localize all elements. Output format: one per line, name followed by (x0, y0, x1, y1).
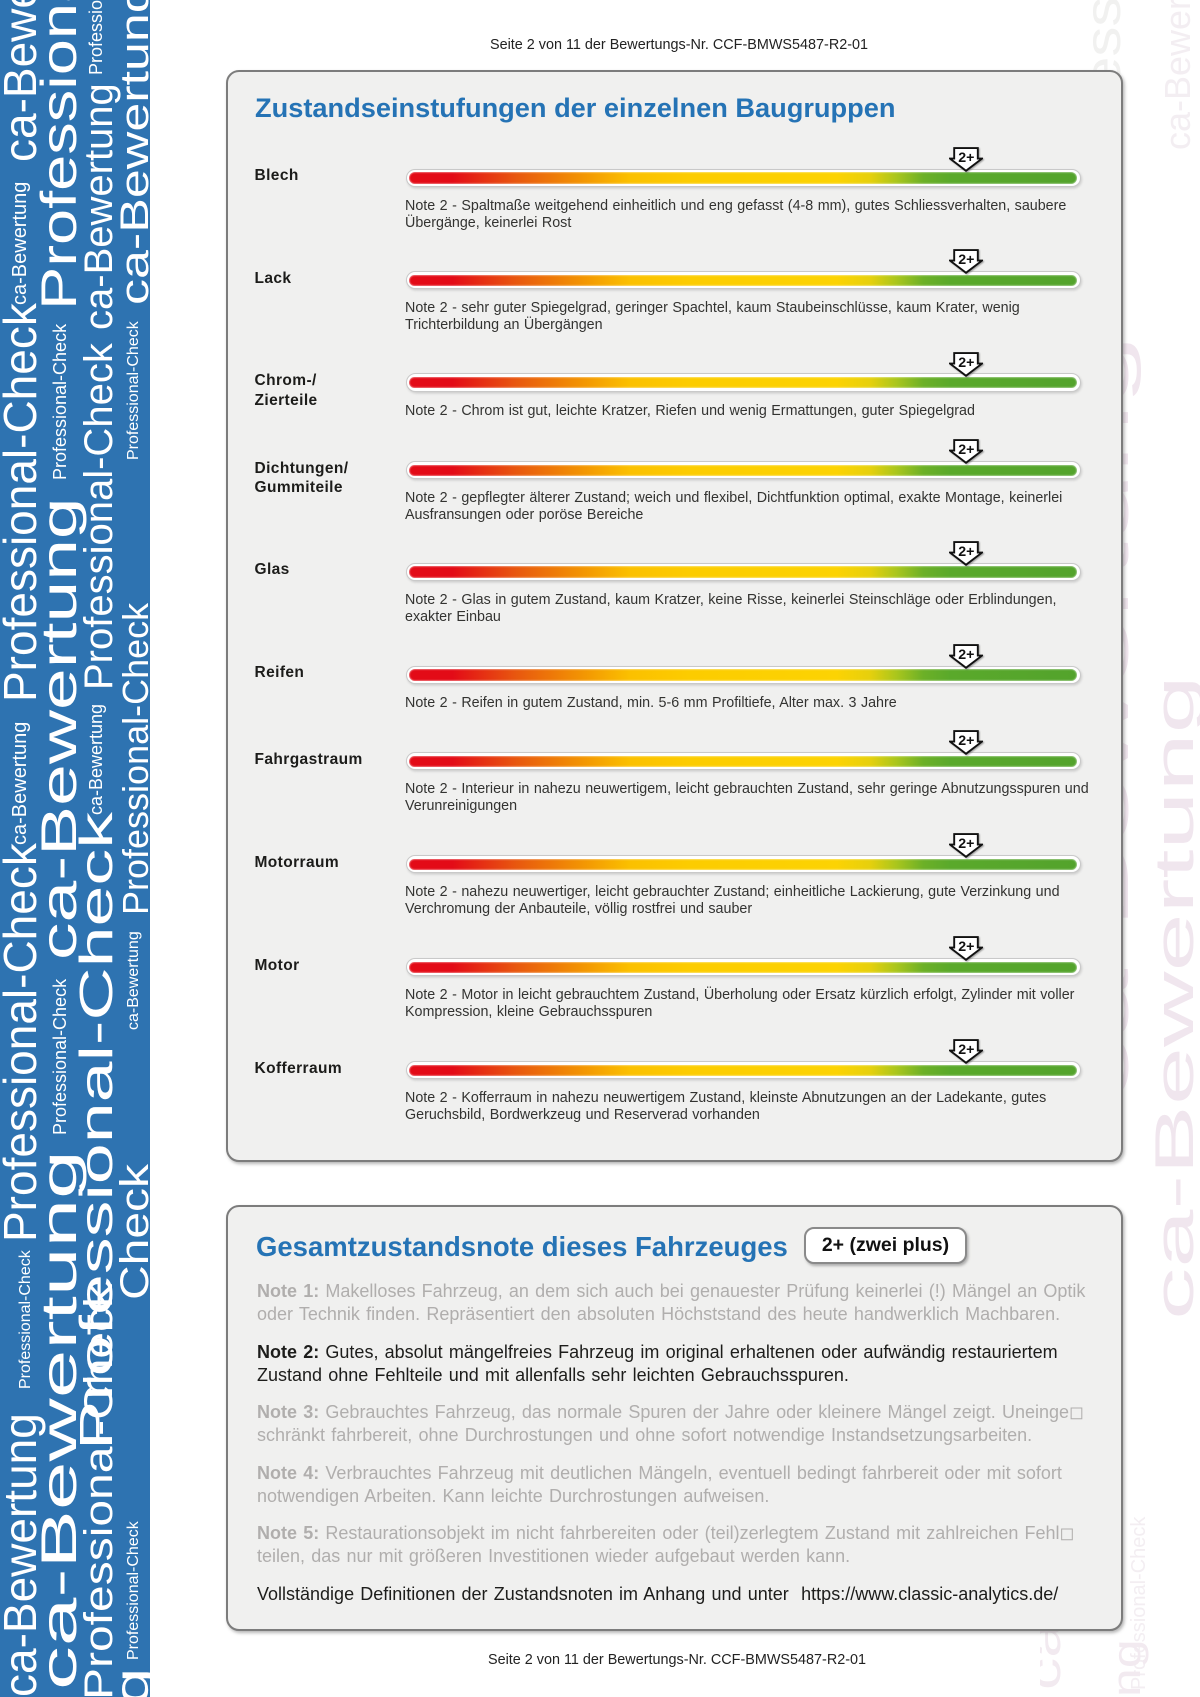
svg-text:2+: 2+ (958, 544, 974, 560)
svg-text:ca-Bewertung: ca-Bewertung (0, 0, 46, 162)
svg-text:Professional-Check: Professional-Check (0, 302, 46, 702)
svg-text:Professional-Check: Professional-Check (125, 320, 142, 460)
svg-text:2+: 2+ (958, 939, 974, 955)
svg-text:Professional-Check: Professional-Check (1128, 1516, 1150, 1690)
svg-text:ca-Bewertung: ca-Bewertung (31, 1150, 87, 1690)
svg-text:ca-Bewertung: ca-Bewertung (1104, 1639, 1149, 1697)
svg-text:ca-Bewertung: ca-Bewertung (1143, 675, 1200, 1320)
svg-text:2+: 2+ (958, 733, 974, 749)
svg-text:Check: Check (113, 1163, 150, 1300)
svg-text:Professional-Check: Professional-Check (50, 978, 70, 1135)
svg-text:Professional-Check: Professional-Check (86, 0, 106, 75)
svg-text:ca-Bewertung: ca-Bewertung (86, 704, 106, 815)
svg-text:Professional-Check: Professional-Check (0, 842, 46, 1242)
svg-text:2+: 2+ (958, 252, 974, 268)
svg-text:ca-Bewertung: ca-Bewertung (77, 83, 121, 330)
svg-text:Professional-Check: Professional-Check (71, 812, 123, 1450)
svg-text:Professional-Check: Professional-Check (125, 1520, 142, 1660)
svg-text:ca-Bewertung: ca-Bewertung (1157, 0, 1198, 150)
svg-text:2+: 2+ (958, 1042, 974, 1058)
svg-text:ca-Bewertung: ca-Bewertung (112, 0, 150, 305)
svg-text:ca-Bewertung: ca-Bewertung (9, 722, 31, 845)
svg-text:Professional-Check: Professional-Check (50, 323, 70, 480)
svg-text:ca-Bewertung: ca-Bewertung (31, 497, 87, 960)
svg-text:ung: ung (105, 1668, 150, 1697)
svg-text:Professional-Check: Professional-Check (17, 1249, 34, 1389)
svg-text:ca-Bewertung: ca-Bewertung (125, 931, 142, 1030)
svg-text:Professional-Check: Professional-Check (77, 342, 121, 690)
svg-text:2+: 2+ (958, 647, 974, 663)
svg-text:Professional-Check: Professional-Check (77, 1283, 121, 1697)
svg-text:ca-Bewertung: ca-Bewertung (9, 182, 31, 305)
svg-text:Professional-Check: Professional-Check (32, 0, 87, 310)
svg-text:2+: 2+ (958, 442, 974, 458)
svg-text:ca-Bewertung: ca-Bewertung (0, 1413, 46, 1697)
svg-text:Professional-Check: Professional-Check (115, 602, 150, 915)
svg-text:2+: 2+ (958, 150, 974, 166)
svg-text:2+: 2+ (958, 836, 974, 852)
svg-text:2+: 2+ (958, 354, 974, 370)
